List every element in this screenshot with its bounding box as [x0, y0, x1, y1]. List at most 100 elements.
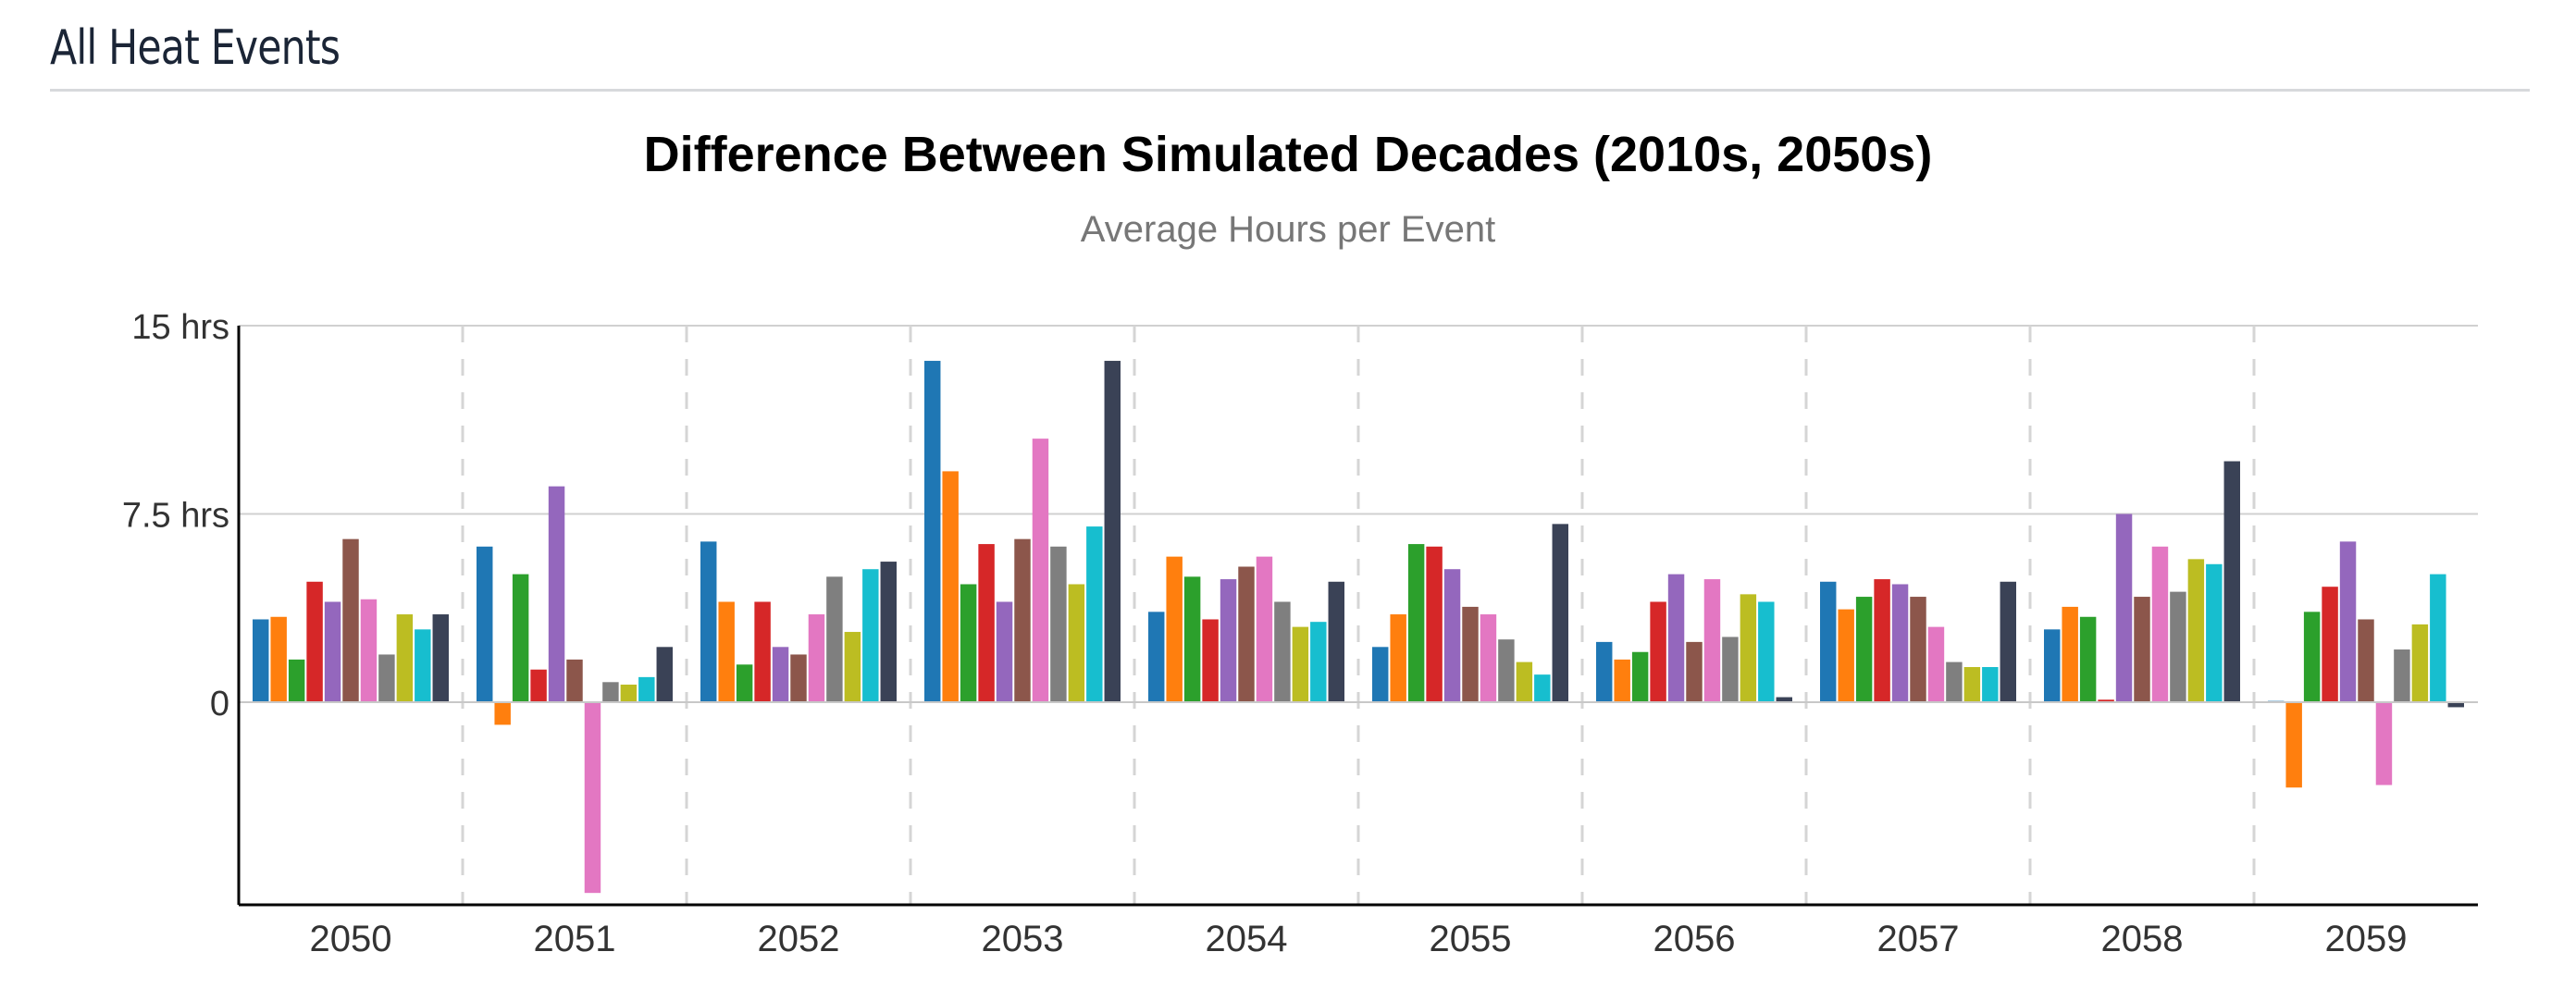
- bar: [1498, 639, 1515, 702]
- bar: [2223, 461, 2240, 702]
- x-tick-label: 2052: [758, 919, 840, 959]
- bar: [2285, 702, 2302, 788]
- bar: [1874, 579, 1890, 702]
- chart-subtitle: Average Hours per Event: [1080, 209, 1496, 250]
- bar: [2000, 581, 2016, 702]
- bar: [270, 616, 287, 702]
- bar: [1820, 581, 1837, 702]
- bar: [548, 486, 565, 702]
- bar: [754, 601, 771, 702]
- bar: [772, 647, 789, 702]
- bar: [584, 702, 601, 894]
- x-tick-label: 2053: [982, 919, 1064, 959]
- bar: [2170, 591, 2186, 702]
- section-title: All Heat Events: [50, 20, 341, 76]
- bar: [2447, 702, 2464, 708]
- bar: [638, 676, 655, 702]
- bar: [2206, 563, 2223, 702]
- bar: [1596, 641, 1613, 702]
- bar: [1686, 641, 1703, 702]
- bar: [1838, 609, 1854, 702]
- bar: [1982, 667, 1999, 702]
- bar: [253, 619, 269, 702]
- bar: [306, 581, 323, 702]
- bar: [1462, 606, 1479, 702]
- bar: [1104, 361, 1121, 702]
- bar: [1274, 601, 1291, 702]
- bar: [2394, 649, 2410, 702]
- bar: [1014, 538, 1031, 702]
- section-header: All Heat Events: [50, 13, 2530, 92]
- bar: [1776, 697, 1792, 702]
- bar: [1855, 597, 1873, 702]
- bar: [602, 682, 619, 702]
- bar: [844, 632, 861, 702]
- bar: [2079, 616, 2097, 702]
- bar: [432, 614, 449, 702]
- x-tick-label: 2051: [534, 919, 616, 959]
- bar: [880, 562, 897, 702]
- bar: [1516, 661, 1533, 702]
- bar: [1703, 579, 1721, 702]
- bar: [1372, 647, 1389, 702]
- x-tick-label: 2059: [2325, 919, 2408, 959]
- bar: [2044, 629, 2061, 702]
- bar: [1183, 576, 1201, 702]
- x-tick-label: 2056: [1653, 919, 1736, 959]
- bar: [1946, 661, 1963, 702]
- bar: [656, 647, 673, 702]
- bar: [2430, 574, 2446, 702]
- bar: [2151, 546, 2169, 702]
- bar: [360, 599, 378, 702]
- bar: [2411, 624, 2429, 702]
- x-tick-label: 2058: [2101, 919, 2184, 959]
- bar: [1927, 626, 1945, 702]
- y-tick-label: 7.5 hrs: [122, 497, 229, 536]
- bar: [790, 654, 807, 702]
- bar: [2187, 559, 2205, 702]
- bar: [1552, 524, 1568, 702]
- bar: [1032, 439, 1049, 702]
- bar: [1480, 614, 1497, 702]
- bar: [996, 601, 1013, 702]
- bar: [942, 471, 959, 702]
- bar: [2115, 513, 2133, 702]
- bar: [862, 569, 879, 702]
- bar: [808, 614, 825, 702]
- bar: [1722, 637, 1739, 702]
- bar: [1443, 569, 1461, 702]
- x-tick-label: 2057: [1877, 919, 1960, 959]
- bar: [960, 584, 977, 702]
- bar: [494, 702, 511, 725]
- bar: [1910, 597, 1926, 702]
- bar: [1614, 659, 1630, 702]
- y-tick-label: 15 hrs: [131, 308, 229, 347]
- bar: [924, 361, 941, 702]
- bar: [1148, 612, 1165, 702]
- bar: [620, 685, 638, 702]
- bar: [978, 544, 995, 702]
- bar: [1650, 601, 1666, 702]
- bar: [1166, 556, 1183, 702]
- bar: [2339, 541, 2357, 702]
- bar: [2322, 587, 2338, 702]
- bar: [566, 659, 583, 702]
- bar: [1426, 546, 1443, 702]
- bar: [530, 669, 547, 702]
- bar: [700, 541, 717, 702]
- bar: [288, 659, 305, 702]
- bar: [1534, 674, 1551, 702]
- x-tick-label: 2050: [310, 919, 392, 959]
- bar: [1220, 579, 1237, 702]
- bar: [477, 546, 493, 702]
- x-tick-label: 2054: [1206, 919, 1288, 959]
- bar: [1292, 626, 1309, 702]
- bar: [718, 601, 735, 702]
- bar: [1256, 556, 1273, 702]
- bar: [1328, 581, 1344, 702]
- bar: [736, 664, 753, 702]
- bar: [1891, 584, 1909, 702]
- bar: [1740, 594, 1757, 702]
- bar: [1667, 574, 1685, 702]
